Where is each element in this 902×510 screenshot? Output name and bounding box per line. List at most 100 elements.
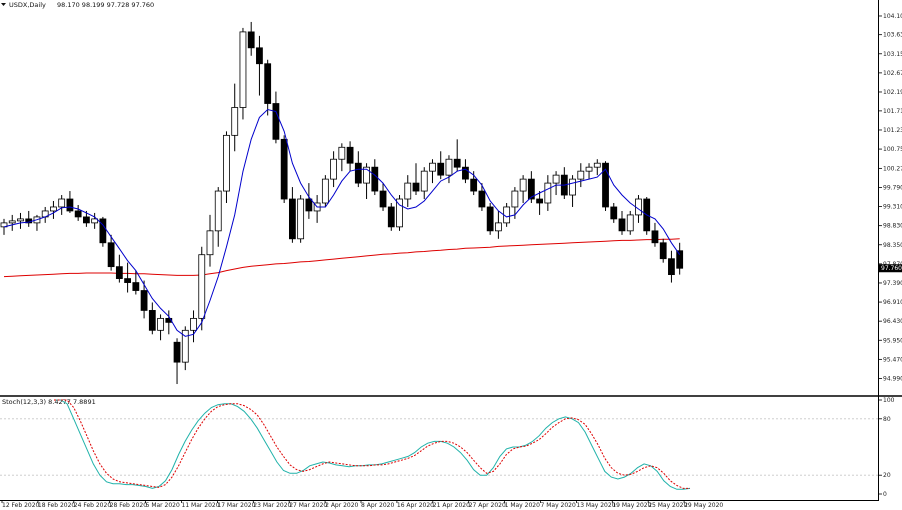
- candle: [585, 163, 593, 180]
- candle-body: [17, 218, 24, 222]
- price-tick-label: 100.755: [883, 146, 902, 153]
- date-tick-label: 18 Feb 2020: [38, 502, 76, 509]
- candle: [305, 183, 313, 219]
- candle-body: [181, 329, 189, 363]
- candle: [239, 27, 247, 120]
- stoch-signal-line: [54, 399, 690, 489]
- candle-body: [8, 220, 16, 224]
- candle: [181, 326, 189, 371]
- date-tick-label: 16 Apr 2020: [397, 502, 434, 509]
- candle: [338, 143, 346, 172]
- date-tick-label: 17 Mar 2020: [217, 502, 255, 509]
- date-tick-label: 25 May 2020: [648, 502, 687, 509]
- candle: [478, 183, 486, 211]
- candle-body: [354, 162, 362, 184]
- candle: [396, 195, 403, 231]
- candle-body: [379, 190, 387, 208]
- candle: [74, 204, 82, 221]
- date-tick-label: 28 Feb 2020: [110, 502, 148, 509]
- candle: [552, 171, 560, 196]
- candle-body: [527, 178, 535, 200]
- candle: [379, 183, 387, 211]
- candle: [272, 91, 280, 144]
- price-tick-label: 102.670: [883, 70, 902, 77]
- candle: [429, 159, 436, 184]
- price-tick-label: 102.190: [883, 89, 902, 96]
- candle-body: [610, 206, 618, 220]
- candle-body: [577, 170, 585, 180]
- candle-body: [511, 190, 519, 208]
- candle: [577, 163, 585, 188]
- candle: [486, 202, 494, 235]
- price-tick-label: 99.310: [883, 204, 902, 211]
- candle-body: [256, 47, 263, 65]
- price-tick-label: 96.430: [883, 318, 902, 325]
- candle-body: [206, 230, 214, 256]
- candle-body: [626, 214, 634, 232]
- candle-body: [659, 242, 667, 260]
- candle-body: [247, 31, 255, 49]
- candle: [610, 202, 618, 223]
- candle-body: [544, 182, 552, 204]
- candle-body: [363, 166, 370, 184]
- candle-body: [486, 206, 494, 232]
- candle: [462, 159, 469, 184]
- price-tick-label: 94.990: [883, 375, 902, 382]
- candle-body: [396, 198, 403, 228]
- candle: [437, 151, 445, 180]
- candle-body: [602, 162, 609, 208]
- price-tick-label: 97.390: [883, 280, 902, 287]
- candle-body: [115, 266, 123, 279]
- candle: [91, 212, 99, 229]
- candle-body: [569, 178, 576, 196]
- price-tick-label: 100.270: [883, 165, 902, 172]
- candle: [668, 250, 675, 283]
- candle: [330, 151, 338, 188]
- date-tick-label: 12 Feb 2020: [2, 502, 40, 509]
- candle: [264, 59, 272, 116]
- candle: [256, 35, 263, 96]
- candle: [453, 139, 461, 172]
- candle-body: [668, 258, 675, 276]
- candle-body: [420, 170, 428, 192]
- candle-body: [91, 218, 99, 224]
- candle-body: [519, 178, 527, 192]
- candle: [223, 131, 230, 203]
- candle: [593, 159, 601, 176]
- candle-body: [124, 278, 131, 283]
- fast-ma-line: [3, 108, 681, 337]
- candle-body: [264, 63, 272, 104]
- candle-body: [83, 216, 90, 224]
- candlestick-series: [0, 21, 684, 385]
- stoch-tick-label: 0: [883, 491, 887, 498]
- triangle-down-icon[interactable]: [1, 3, 6, 6]
- candle: [618, 210, 626, 235]
- stoch-tick-label: 80: [883, 416, 891, 423]
- candle: [214, 187, 222, 247]
- stoch-tick-label: 100: [883, 397, 895, 404]
- candle: [190, 310, 197, 343]
- date-tick-label: 24 Feb 2020: [74, 502, 112, 509]
- candle-body: [239, 31, 247, 108]
- candle-body: [618, 218, 626, 232]
- candle-body: [651, 230, 659, 244]
- candle: [50, 201, 57, 219]
- candle-body: [462, 166, 469, 180]
- candle: [387, 202, 395, 231]
- candle-body: [593, 162, 601, 168]
- fast-moving-average: [3, 108, 681, 337]
- candle: [536, 191, 543, 215]
- candle-body: [338, 146, 346, 160]
- date-tick-label: 21 Apr 2020: [433, 502, 470, 509]
- candle-body: [223, 134, 230, 192]
- candle-body: [676, 250, 684, 269]
- date-tick-label: 1 May 2020: [505, 502, 540, 509]
- candle: [519, 175, 527, 203]
- ohlc-readout: 98.170 98.199 97.728 97.760: [57, 1, 154, 9]
- candle: [346, 141, 354, 172]
- price-tick-label: 101.235: [883, 127, 902, 134]
- candle-body: [272, 103, 280, 140]
- candle: [124, 262, 131, 293]
- current-price-label: 97.760: [881, 265, 902, 272]
